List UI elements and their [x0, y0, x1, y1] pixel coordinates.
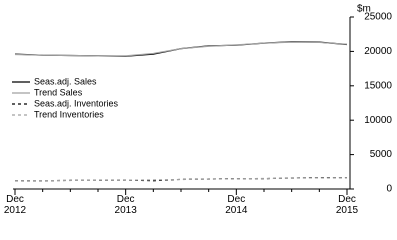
- legend-label: Trend Inventories: [34, 109, 104, 119]
- x-tick-label: Dec 2012: [3, 194, 27, 216]
- y-tick-label: 20000: [364, 46, 392, 57]
- y-axis-label: $m: [357, 4, 371, 15]
- chart-container: $m 0 5000 10000 15000 20000 25000 Seas.adj. Sa…: [3, 4, 393, 216]
- chart: $m 0 5000 10000 15000 20000 25000 Seas.adj. Sa…: [12, 4, 393, 195]
- legend-label: Seas.adj. Inventories: [34, 98, 119, 108]
- x-tick-label: Dec 2015: [335, 194, 359, 216]
- y-tick-label: 25000: [364, 12, 392, 23]
- y-tick-label: 15000: [364, 80, 392, 91]
- x-tick-label: Dec 2014: [225, 194, 248, 216]
- y-tick-label: 0: [386, 184, 392, 195]
- y-tick-label: 5000: [370, 149, 393, 160]
- series-line: [14, 41, 348, 57]
- y-tick-label: 10000: [364, 115, 392, 126]
- x-tick-label: Dec 2013: [114, 194, 137, 216]
- legend-label: Trend Sales: [34, 87, 83, 97]
- series-line: [14, 177, 348, 182]
- legend-label: Seas.adj. Sales: [34, 76, 97, 86]
